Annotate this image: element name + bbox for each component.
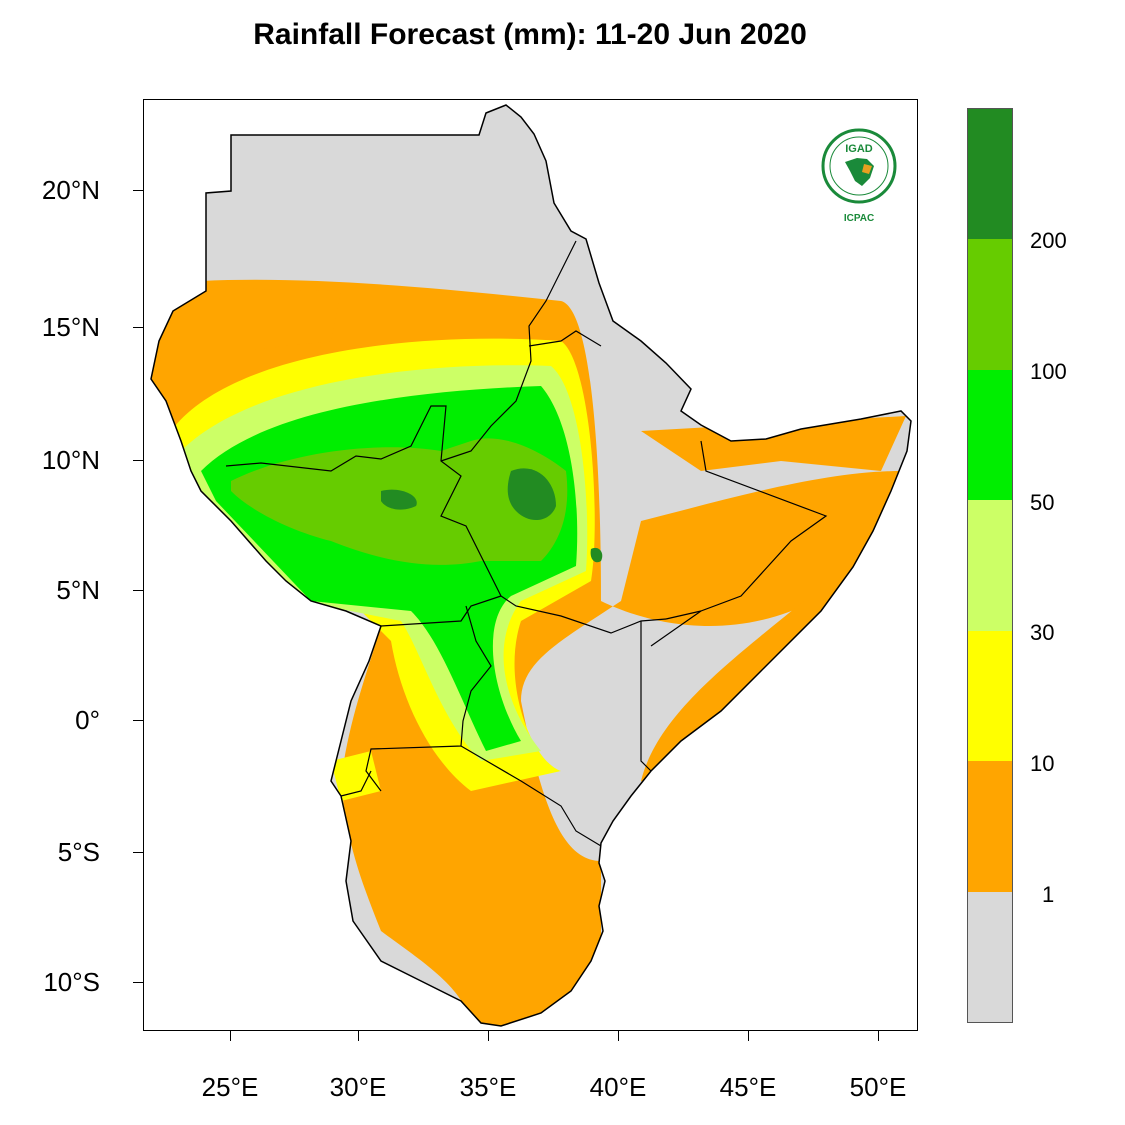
colorbar-label-10: 10 (1030, 751, 1055, 776)
colorbar-segment (968, 369, 1012, 501)
country-borders (225, 240, 828, 847)
x-label-40e: 40°E (589, 1072, 647, 1102)
igad-icpac-logo: IGAD ICPAC (812, 126, 912, 226)
colorbar-segment (968, 630, 1012, 762)
x-label-30e: 30°E (329, 1072, 387, 1102)
map-title: Rainfall Forecast (mm): 11-20 Jun 2020 (253, 18, 807, 51)
x-label-50e: 50°E (849, 1072, 907, 1102)
x-label-25e: 25°E (201, 1072, 259, 1102)
x-tick (878, 1031, 879, 1041)
rainfall-map (143, 99, 918, 1031)
x-tick (488, 1031, 489, 1041)
colorbar-segment (968, 891, 1012, 1022)
y-tick (133, 190, 143, 191)
y-label-15n: 15°N (41, 312, 100, 342)
colorbar-label-30: 30 (1030, 620, 1055, 645)
colorbar-label-1: 1 (1042, 882, 1055, 907)
y-label-5s: 5°S (57, 837, 100, 867)
y-tick (133, 982, 143, 983)
y-label-20n: 20°N (41, 175, 100, 205)
x-tick (358, 1031, 359, 1041)
logo-icpac-text: ICPAC (844, 213, 874, 224)
colorbar-label-200: 200 (1030, 228, 1067, 253)
colorbar-segment (968, 500, 1012, 631)
colorbar-segment (968, 239, 1012, 370)
y-tick (133, 590, 143, 591)
colorbar-segment (968, 109, 1012, 240)
y-label-10n: 10°N (41, 445, 100, 475)
x-label-45e: 45°E (719, 1072, 777, 1102)
y-label-10s: 10°S (43, 967, 100, 997)
y-tick (133, 720, 143, 721)
logo-igad-text: IGAD (845, 143, 873, 155)
x-tick (618, 1031, 619, 1041)
colorbar-label-100: 100 (1030, 359, 1067, 384)
rainfall-colorbar (967, 108, 1013, 1023)
x-label-35e: 35°E (459, 1072, 517, 1102)
y-tick (133, 852, 143, 853)
y-label-5n: 5°N (56, 575, 100, 605)
colorbar-label-50: 50 (1030, 490, 1055, 515)
x-tick (230, 1031, 231, 1041)
y-label-0: 0° (75, 705, 100, 735)
rainfall-shading (151, 279, 906, 1026)
x-tick (748, 1031, 749, 1041)
y-tick (133, 327, 143, 328)
colorbar-segment (968, 761, 1012, 892)
y-tick (133, 460, 143, 461)
